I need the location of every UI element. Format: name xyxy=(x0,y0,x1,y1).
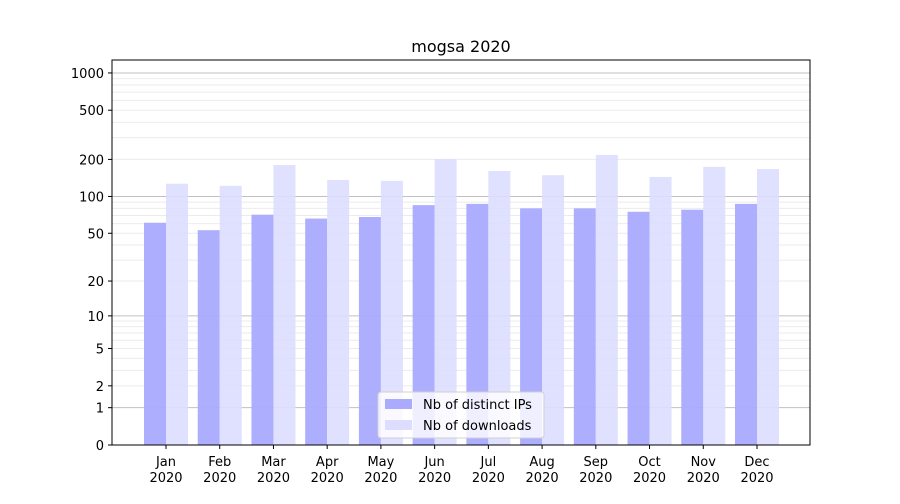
legend: Nb of distinct IPs Nb of downloads xyxy=(377,391,545,439)
x-tick-month: Jan xyxy=(155,455,176,470)
bar-distinct-ips xyxy=(305,218,328,445)
bar-downloads xyxy=(649,176,672,446)
y-tick-label: 0 xyxy=(96,439,104,454)
bar-downloads xyxy=(488,171,511,445)
bar-distinct-ips xyxy=(358,216,381,445)
x-tick-label: Jan 2020 xyxy=(149,455,182,486)
bar-distinct-ips xyxy=(520,208,543,445)
x-tick-month: Mar xyxy=(261,455,286,470)
bar-distinct-ips xyxy=(681,209,704,445)
x-tick-month: Aug xyxy=(529,455,554,470)
x-tick-label: Jul 2020 xyxy=(472,455,505,486)
bar-distinct-ips xyxy=(412,205,435,445)
x-tick-month: Apr xyxy=(316,455,339,470)
x-tick-month: Feb xyxy=(208,455,231,470)
y-tick-label: 50 xyxy=(87,227,104,242)
bar-downloads xyxy=(595,155,618,446)
x-tick-month: Jun xyxy=(423,455,444,470)
chart-title: mogsa 2020 xyxy=(411,37,510,56)
x-tick-year: 2020 xyxy=(472,471,505,486)
x-tick-label: Jun 2020 xyxy=(418,455,451,486)
y-tick-label: 500 xyxy=(79,104,104,119)
y-tick-label: 10 xyxy=(87,310,104,325)
bar-distinct-ips xyxy=(573,208,596,445)
y-tick-label: 200 xyxy=(79,153,104,168)
x-tick-label: Sep 2020 xyxy=(579,455,612,486)
bar-distinct-ips xyxy=(735,203,757,445)
x-tick-month: Nov xyxy=(691,455,717,470)
y-tick-label: 20 xyxy=(87,275,104,290)
legend-swatch xyxy=(385,399,412,409)
x-tick-label: Oct 2020 xyxy=(633,455,666,486)
bar-distinct-ips xyxy=(197,230,220,445)
bar-distinct-ips xyxy=(627,211,650,445)
bar-downloads xyxy=(273,165,296,445)
axes-frame xyxy=(111,59,811,446)
x-tick-year: 2020 xyxy=(526,471,559,486)
bar-downloads xyxy=(327,180,350,446)
bar-downloads xyxy=(542,175,565,446)
x-tick-year: 2020 xyxy=(740,471,773,486)
x-tick-month: Dec xyxy=(744,455,769,470)
x-tick-label: Apr 2020 xyxy=(311,455,344,486)
bar-distinct-ips xyxy=(251,214,274,445)
x-tick-month: Sep xyxy=(584,455,609,470)
x-tick-year: 2020 xyxy=(149,471,182,486)
x-tick-label: Nov 2020 xyxy=(687,455,720,486)
x-tick-year: 2020 xyxy=(311,471,344,486)
bar-downloads xyxy=(703,166,726,445)
bar-downloads xyxy=(219,185,242,446)
x-tick-month: May xyxy=(367,455,394,470)
bar-downloads xyxy=(380,180,403,445)
bar-downloads xyxy=(166,183,188,445)
x-tick-label: Mar 2020 xyxy=(257,455,290,486)
x-tick-year: 2020 xyxy=(203,471,236,486)
x-tick-label: Feb 2020 xyxy=(203,455,236,486)
legend-label: Nb of distinct IPs xyxy=(423,398,532,413)
bar-distinct-ips xyxy=(466,203,489,445)
y-tick-label: 1 xyxy=(96,402,104,417)
y-tick-label: 5 xyxy=(96,343,104,358)
bar-downloads xyxy=(434,159,457,446)
x-tick-year: 2020 xyxy=(257,471,290,486)
x-tick-month: Oct xyxy=(638,455,660,470)
x-tick-label: Dec 2020 xyxy=(740,455,773,486)
x-tick-month: Jul xyxy=(480,455,497,470)
y-tick-label: 2 xyxy=(96,380,104,395)
x-tick-year: 2020 xyxy=(687,471,720,486)
x-tick-label: Aug 2020 xyxy=(526,455,559,486)
legend-box xyxy=(377,391,545,439)
bar-downloads xyxy=(757,169,779,445)
x-tick-year: 2020 xyxy=(418,471,451,486)
x-tick-year: 2020 xyxy=(364,471,397,486)
x-tick-year: 2020 xyxy=(633,471,666,486)
legend-swatch xyxy=(385,420,412,430)
y-tick-label: 1000 xyxy=(71,67,104,82)
legend-label: Nb of downloads xyxy=(423,419,532,434)
y-tick-label: 100 xyxy=(79,190,104,205)
bar-distinct-ips xyxy=(144,222,166,445)
x-tick-label: May 2020 xyxy=(364,455,397,486)
x-tick-year: 2020 xyxy=(579,471,612,486)
